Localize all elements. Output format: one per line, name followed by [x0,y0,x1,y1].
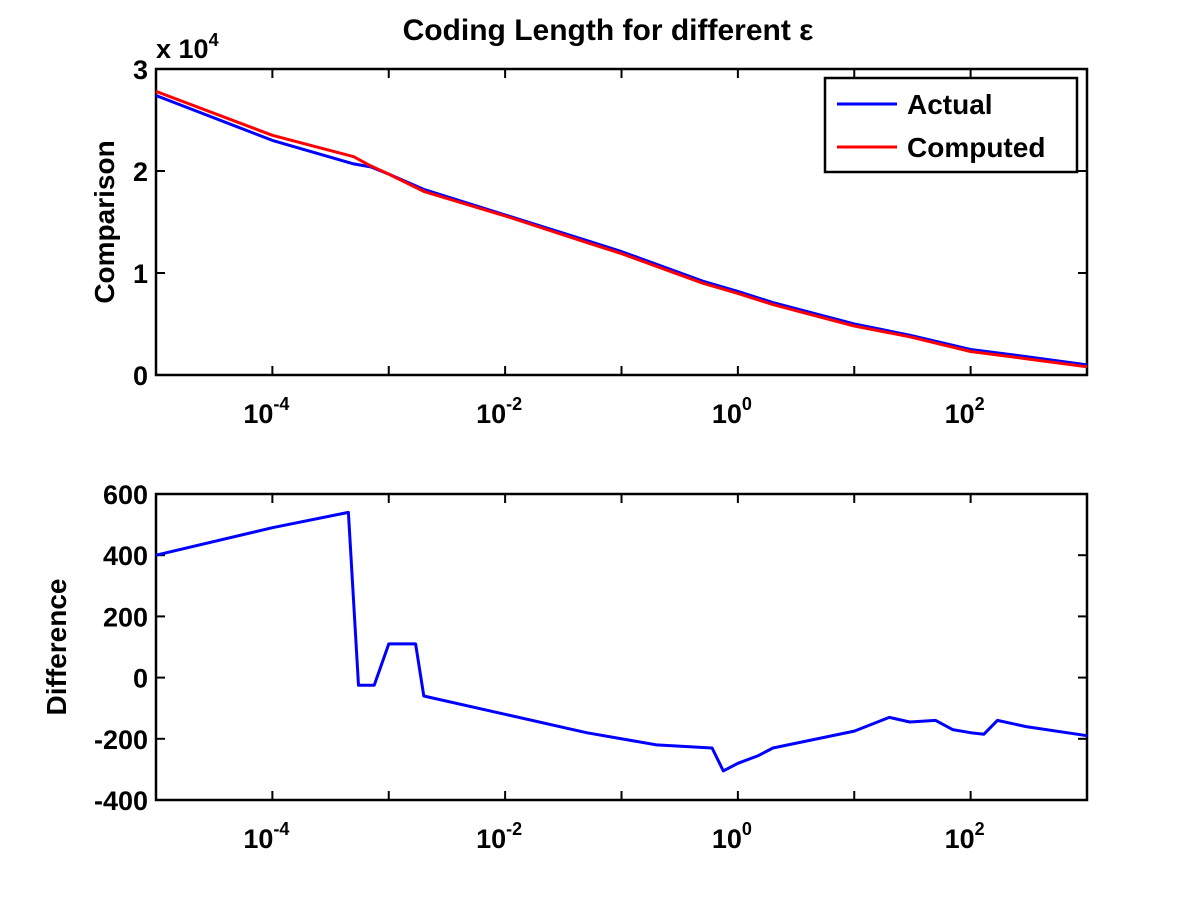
bottom-xtick-label: 10-4 [243,819,289,854]
top-xtick-base: 10 [243,399,273,429]
y-multiplier-exponent: 4 [209,30,219,50]
bottom-xtick-label: 102 [945,819,985,854]
bottom-ytick-label: 0 [133,664,148,694]
bottom-ytick-label: 400 [103,541,148,571]
top-series-actual-line [155,94,1088,367]
bottom-ytick-label: -200 [94,725,148,755]
bottom-xtick-label: 100 [712,819,752,854]
bottom-xtick-base: 10 [712,824,742,854]
legend-label-computed: Computed [907,132,1045,163]
bottom-plot-area [154,492,1089,802]
chart-title: Coding Length for different ε [403,14,814,47]
bottom-ylabel: Difference [41,579,72,716]
top-ytick-label: 1 [133,259,148,289]
legend-box [823,76,1079,174]
top-xtick-exp: -4 [273,394,289,414]
top-lines [155,89,1088,369]
y-multiplier-label: x 104 [156,30,219,64]
top-xtick-label: 10-2 [476,394,522,429]
top-xtick-exp: 2 [975,394,985,414]
top-ytick-label: 0 [133,361,148,391]
bottom-xtick-exp: -4 [273,819,289,839]
bottom-series-difference-line [155,510,1088,773]
bottom-lines [155,510,1088,773]
bottom-xtick-base: 10 [476,824,506,854]
legend: Actual Computed [823,76,1079,174]
top-xtick-label: 102 [945,394,985,429]
top-xtick-base: 10 [476,399,506,429]
top-ytick-label: 3 [133,55,148,85]
bottom-ytick-label: 600 [103,480,148,510]
bottom-xtick-exp: 2 [975,819,985,839]
top-ylabel: Comparison [89,140,120,303]
bottom-xtick-base: 10 [243,824,273,854]
bottom-ytick-label: 200 [103,602,148,632]
top-xtick-exp: 0 [742,394,752,414]
top-xtick-exp: -2 [506,394,522,414]
bottom-xtick-exp: -2 [506,819,522,839]
y-multiplier-base: x 10 [156,34,209,64]
bottom-xtick-base: 10 [945,824,975,854]
legend-label-actual: Actual [907,89,993,120]
top-ytick-label: 2 [133,157,148,187]
top-xtick-label: 100 [712,394,752,429]
top-xtick-base: 10 [945,399,975,429]
bottom-ytick-label: -400 [94,786,148,816]
top-series-computed-line [155,89,1088,369]
bottom-xtick-label: 10-2 [476,819,522,854]
top-xtick-base: 10 [712,399,742,429]
bottom-xtick-exp: 0 [742,819,752,839]
top-xtick-label: 10-4 [243,394,289,429]
